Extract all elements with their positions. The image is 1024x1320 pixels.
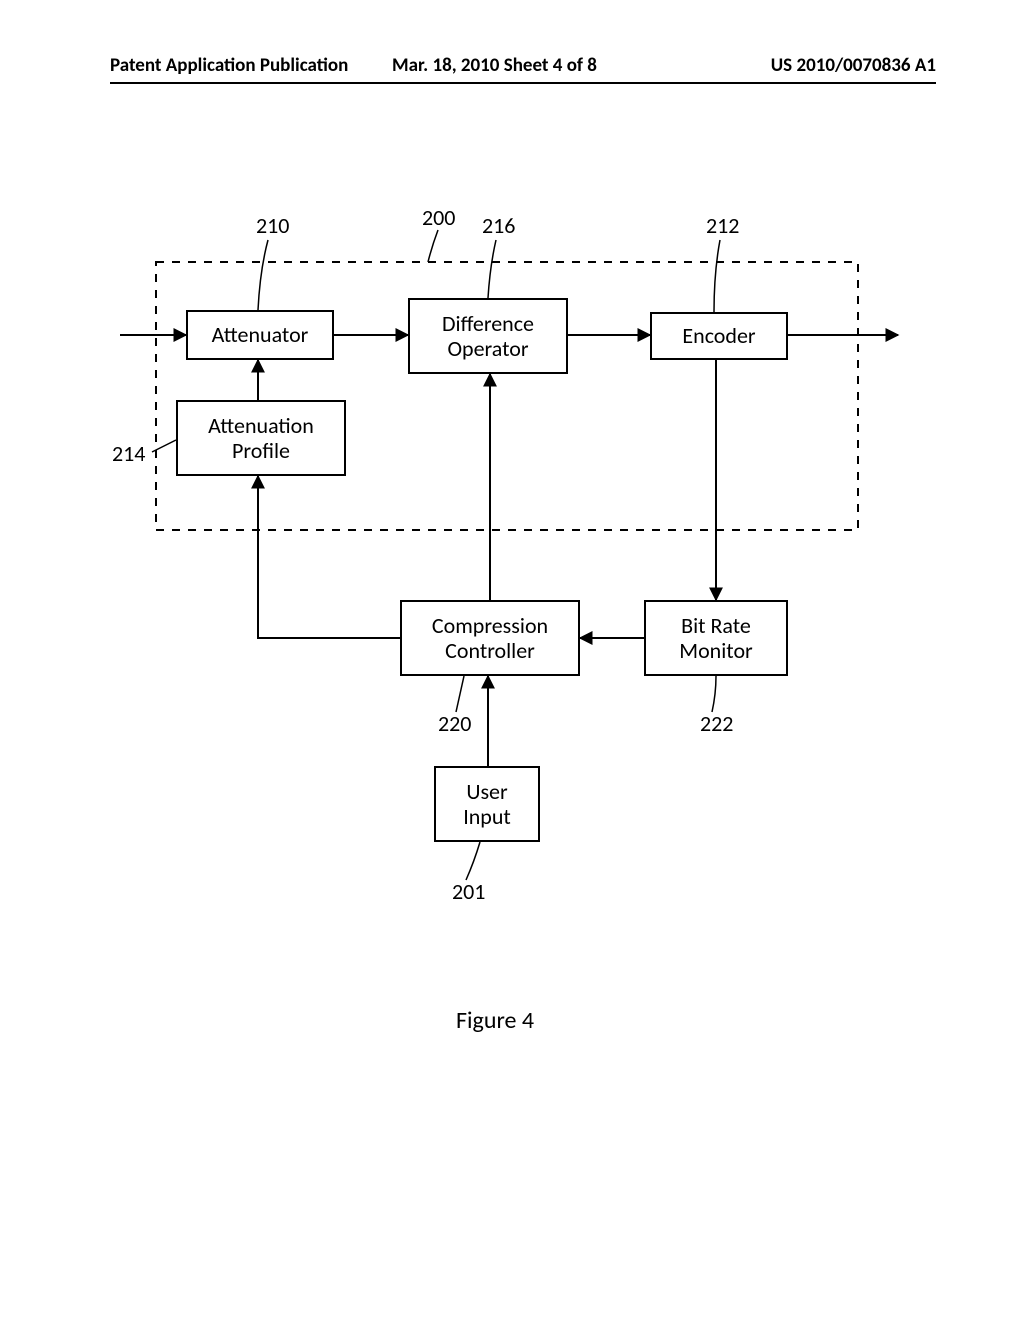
page-root: Patent Application Publication Mar. 18, …	[0, 0, 1024, 1320]
compression-controller-label: Compression Controller	[432, 613, 548, 664]
header-separator	[110, 82, 936, 84]
ref-216: 216	[482, 212, 515, 239]
ref-220: 220	[438, 710, 471, 737]
difference-operator-label: Difference Operator	[442, 311, 534, 362]
bit-rate-monitor-label: Bit Rate Monitor	[679, 613, 752, 664]
user-input-label: User Input	[463, 779, 511, 830]
ref-212: 212	[706, 212, 739, 239]
bit-rate-monitor-box: Bit Rate Monitor	[644, 600, 788, 676]
encoder-label: Encoder	[682, 323, 755, 348]
difference-operator-box: Difference Operator	[408, 298, 568, 374]
header-center: Mar. 18, 2010 Sheet 4 of 8	[392, 54, 597, 77]
figure-caption: Figure 4	[456, 1006, 534, 1035]
ref-200: 200	[422, 204, 455, 231]
attenuator-box: Attenuator	[186, 310, 334, 360]
ref-210: 210	[256, 212, 289, 239]
encoder-box: Encoder	[650, 312, 788, 360]
attenuation-profile-box: Attenuation Profile	[176, 400, 346, 476]
compression-controller-box: Compression Controller	[400, 600, 580, 676]
ref-214: 214	[112, 440, 145, 467]
attenuation-profile-label: Attenuation Profile	[208, 413, 314, 464]
header: Patent Application Publication Mar. 18, …	[0, 82, 1024, 84]
header-left: Patent Application Publication	[110, 54, 348, 77]
user-input-box: User Input	[434, 766, 540, 842]
header-right: US 2010/0070836 A1	[771, 54, 936, 77]
ref-222: 222	[700, 710, 733, 737]
ref-201: 201	[452, 878, 485, 905]
attenuator-label: Attenuator	[212, 322, 309, 347]
